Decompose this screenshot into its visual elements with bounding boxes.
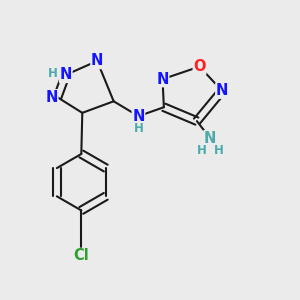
- Text: Cl: Cl: [74, 248, 89, 263]
- Text: N: N: [45, 90, 58, 105]
- Text: N: N: [204, 131, 216, 146]
- Text: H: H: [214, 144, 224, 157]
- Text: N: N: [60, 68, 72, 82]
- Text: N: N: [132, 109, 145, 124]
- Text: O: O: [193, 59, 206, 74]
- Text: H: H: [134, 122, 143, 135]
- Text: N: N: [216, 83, 228, 98]
- Text: H: H: [47, 67, 57, 80]
- Text: H: H: [197, 144, 207, 157]
- Text: N: N: [91, 53, 103, 68]
- Text: N: N: [156, 72, 169, 87]
